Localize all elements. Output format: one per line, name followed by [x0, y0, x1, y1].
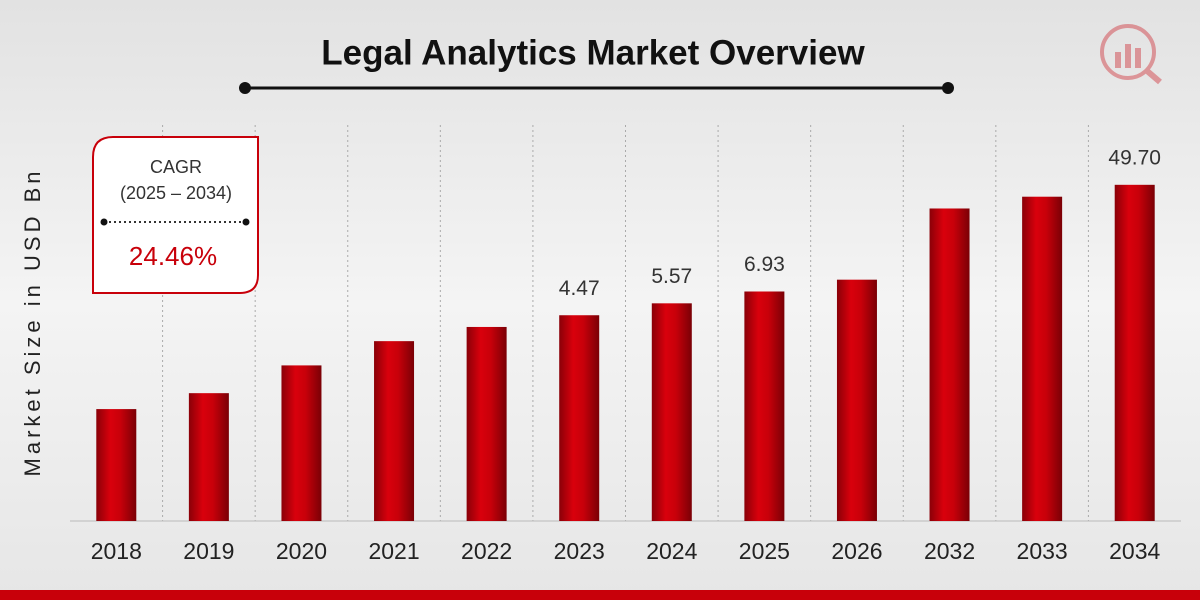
bottom-band: [0, 590, 1200, 600]
bar: [1022, 196, 1063, 521]
rule-dot: [239, 82, 251, 94]
y-axis-label: Market Size in USD Bn: [20, 168, 45, 477]
x-tick-label: 2024: [646, 538, 697, 564]
bar: [281, 365, 322, 521]
bar: [559, 315, 600, 521]
bar: [374, 341, 415, 521]
plot-area: 2018 2019 2020 2021 2022 2023 4.47 2024 5.57 2025…: [70, 125, 1181, 564]
cagr-box: CAGR (2025 – 2034) 24.46%: [92, 136, 259, 294]
x-tick-label: 2032: [924, 538, 975, 564]
x-tick-label: 2018: [91, 538, 142, 564]
value-label: 49.70: [1108, 146, 1161, 169]
value-label: 5.57: [651, 265, 692, 288]
cagr-label: CAGR: [150, 157, 202, 177]
bar: [1114, 184, 1155, 521]
bar: [836, 279, 877, 521]
x-tick-label: 2020: [276, 538, 327, 564]
value-label: 4.47: [559, 277, 600, 300]
cagr-frame: [92, 136, 259, 294]
bar: [188, 393, 229, 521]
x-tick-label: 2033: [1017, 538, 1068, 564]
bar: [96, 409, 137, 521]
x-tick-label: 2019: [183, 538, 234, 564]
bar: [929, 208, 970, 521]
logo: [1100, 24, 1162, 85]
x-tick-label: 2025: [739, 538, 790, 564]
cagr-value: 24.46%: [129, 241, 217, 271]
x-tick-label: 2022: [461, 538, 512, 564]
divider-dot: [100, 218, 108, 226]
divider-dot: [242, 218, 250, 226]
x-tick-label: 2023: [554, 538, 605, 564]
bar: [744, 291, 785, 521]
bar: [651, 303, 692, 521]
x-tick-label: 2026: [831, 538, 882, 564]
bar: [466, 326, 507, 521]
cagr-period: (2025 – 2034): [120, 183, 232, 203]
x-tick-label: 2034: [1109, 538, 1160, 564]
x-tick-label: 2021: [368, 538, 419, 564]
rule-dot: [942, 82, 954, 94]
value-label: 6.93: [744, 253, 785, 276]
chart-title: Legal Analytics Market Overview: [321, 33, 865, 72]
